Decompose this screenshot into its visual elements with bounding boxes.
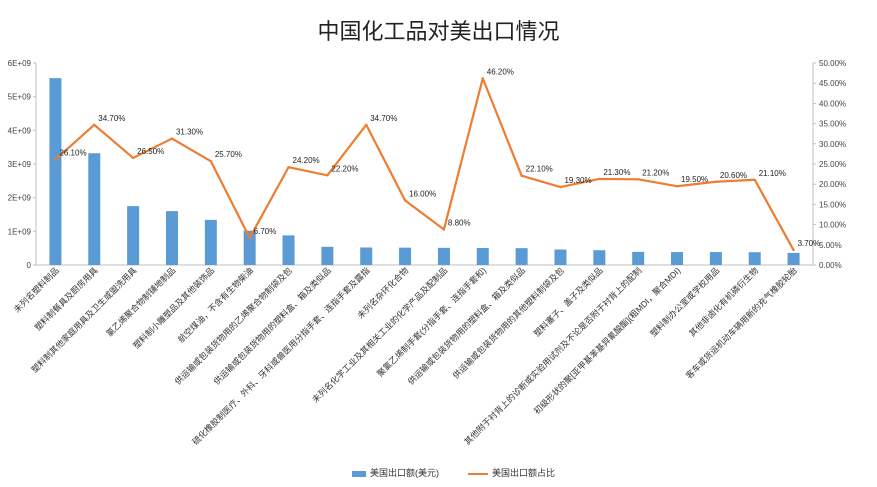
right-axis-tick-label: 15.00%: [819, 200, 846, 209]
line-point: [636, 178, 640, 181]
bar: [632, 251, 645, 265]
line-point: [753, 178, 756, 181]
category-label: 未列名化学工业及其相关工业的化学产品及配制品: [310, 265, 449, 404]
line-point: [326, 174, 329, 177]
bar: [671, 252, 684, 265]
bar: [476, 247, 489, 265]
line-data-label: 46.20%: [487, 67, 514, 76]
bar: [88, 153, 101, 265]
line-data-label: 8.80%: [448, 218, 471, 227]
line-data-label: 26.10%: [59, 149, 86, 158]
bar: [787, 252, 800, 265]
line-point: [481, 77, 484, 80]
line-point: [675, 185, 679, 188]
category-label: 其他非卤化有机磷衍生物: [687, 265, 761, 339]
bar: [49, 78, 62, 266]
line-data-label: 21.30%: [603, 168, 630, 177]
line-point: [54, 158, 57, 161]
category-label: 硫化橡胶制医疗、外科、牙科或兽医用分指手套、连指手套及露指: [190, 265, 372, 447]
left-axis-tick-label: 1E+09: [8, 227, 32, 236]
left-axis-tick-label: 4E+09: [8, 126, 32, 135]
bar: [243, 230, 256, 265]
line-point: [598, 177, 601, 181]
right-axis-tick-label: 35.00%: [819, 120, 846, 129]
line-data-label: 6.70%: [254, 227, 277, 236]
bar: [204, 219, 217, 265]
left-axis-tick-label: 6E+09: [8, 59, 32, 68]
line-data-label: 31.30%: [176, 128, 203, 137]
line-data-label: 24.20%: [293, 156, 320, 165]
line-data-label: 34.70%: [98, 114, 125, 123]
line-point: [365, 123, 368, 127]
right-axis-tick-label: 5.00%: [819, 241, 842, 250]
line-point: [442, 228, 446, 231]
legend-item-bar: 美国出口额(美元): [352, 466, 439, 479]
right-axis-tick-label: 0.00%: [819, 261, 842, 270]
line-point: [170, 137, 174, 140]
category-label: 其他附于衬背上的诊断或实验用试剂及不论是否附于衬背上的配制: [462, 265, 643, 446]
bar: [321, 246, 334, 265]
legend-bar-label: 美国出口额(美元): [370, 468, 439, 478]
line-point: [93, 123, 96, 127]
line-point: [209, 159, 213, 163]
line-point: [792, 248, 795, 252]
right-axis-tick-label: 20.00%: [819, 180, 846, 189]
line-data-label: 20.60%: [720, 171, 747, 180]
line-data-label: 22.20%: [331, 164, 358, 173]
line-data-label: 25.70%: [215, 150, 242, 159]
line-data-label: 21.20%: [642, 168, 669, 177]
bar: [127, 206, 140, 265]
category-label: 塑料制小雕塑品及其他装饰品: [131, 265, 216, 350]
bar: [554, 249, 567, 265]
line-point: [248, 236, 251, 240]
category-label: 氯乙烯聚合物制铺地制品: [104, 265, 177, 338]
left-axis-tick-label: 3E+09: [8, 160, 32, 169]
line-series: [54, 77, 795, 251]
bar: [515, 248, 528, 265]
bar: [399, 247, 412, 265]
line-point: [403, 199, 407, 202]
legend-line-label: 美国出口额占比: [492, 468, 556, 478]
right-axis-tick-label: 30.00%: [819, 140, 846, 149]
line-data-label: 19.50%: [681, 175, 708, 184]
right-axis-tick-label: 45.00%: [819, 79, 846, 88]
line-data-label: 26.50%: [137, 147, 164, 156]
line-data-label: 22.10%: [526, 165, 553, 174]
left-axis-tick-label: 5E+09: [8, 93, 32, 102]
chart-title: 中国化工品对美出口情况: [317, 19, 560, 44]
category-label: 航空煤油，不含有生物柴油: [176, 265, 255, 344]
line-point: [559, 185, 562, 189]
bar: [282, 235, 295, 265]
category-label: 塑料塞子、盖子及类似品: [532, 265, 605, 338]
line-data-label: 16.00%: [409, 189, 436, 198]
right-axis-tick-label: 25.00%: [819, 160, 846, 169]
line-point: [131, 156, 135, 160]
legend-line-swatch: [468, 472, 488, 475]
left-axis-tick-label: 0: [27, 261, 32, 270]
legend-item-line: 美国出口额占比: [468, 466, 555, 479]
bar: [437, 247, 450, 265]
right-axis-tick-label: 10.00%: [819, 221, 846, 230]
line-data-label: 3.70%: [798, 239, 821, 248]
right-axis-tick-label: 50.00%: [819, 59, 846, 68]
line-data-label: 19.30%: [564, 176, 591, 185]
bar: [165, 211, 178, 265]
right-axis-tick-label: 40.00%: [819, 99, 846, 108]
line-data-label: 21.10%: [759, 169, 786, 178]
line-data-label: 34.70%: [370, 114, 397, 123]
legend-bar-swatch: [352, 470, 366, 477]
line-point: [714, 180, 718, 183]
bar: [709, 252, 722, 265]
bar: [360, 247, 373, 265]
bar: [748, 252, 761, 265]
category-label: 塑料制办公室或学校用品: [648, 265, 721, 338]
bar: [593, 250, 606, 265]
left-axis-tick-label: 2E+09: [8, 194, 32, 203]
line-point: [287, 166, 290, 169]
line-point: [520, 174, 523, 177]
category-label: 初级形状的聚[亚甲基苯基异氰酸酯](粗MDI，聚合MDI): [532, 265, 683, 416]
